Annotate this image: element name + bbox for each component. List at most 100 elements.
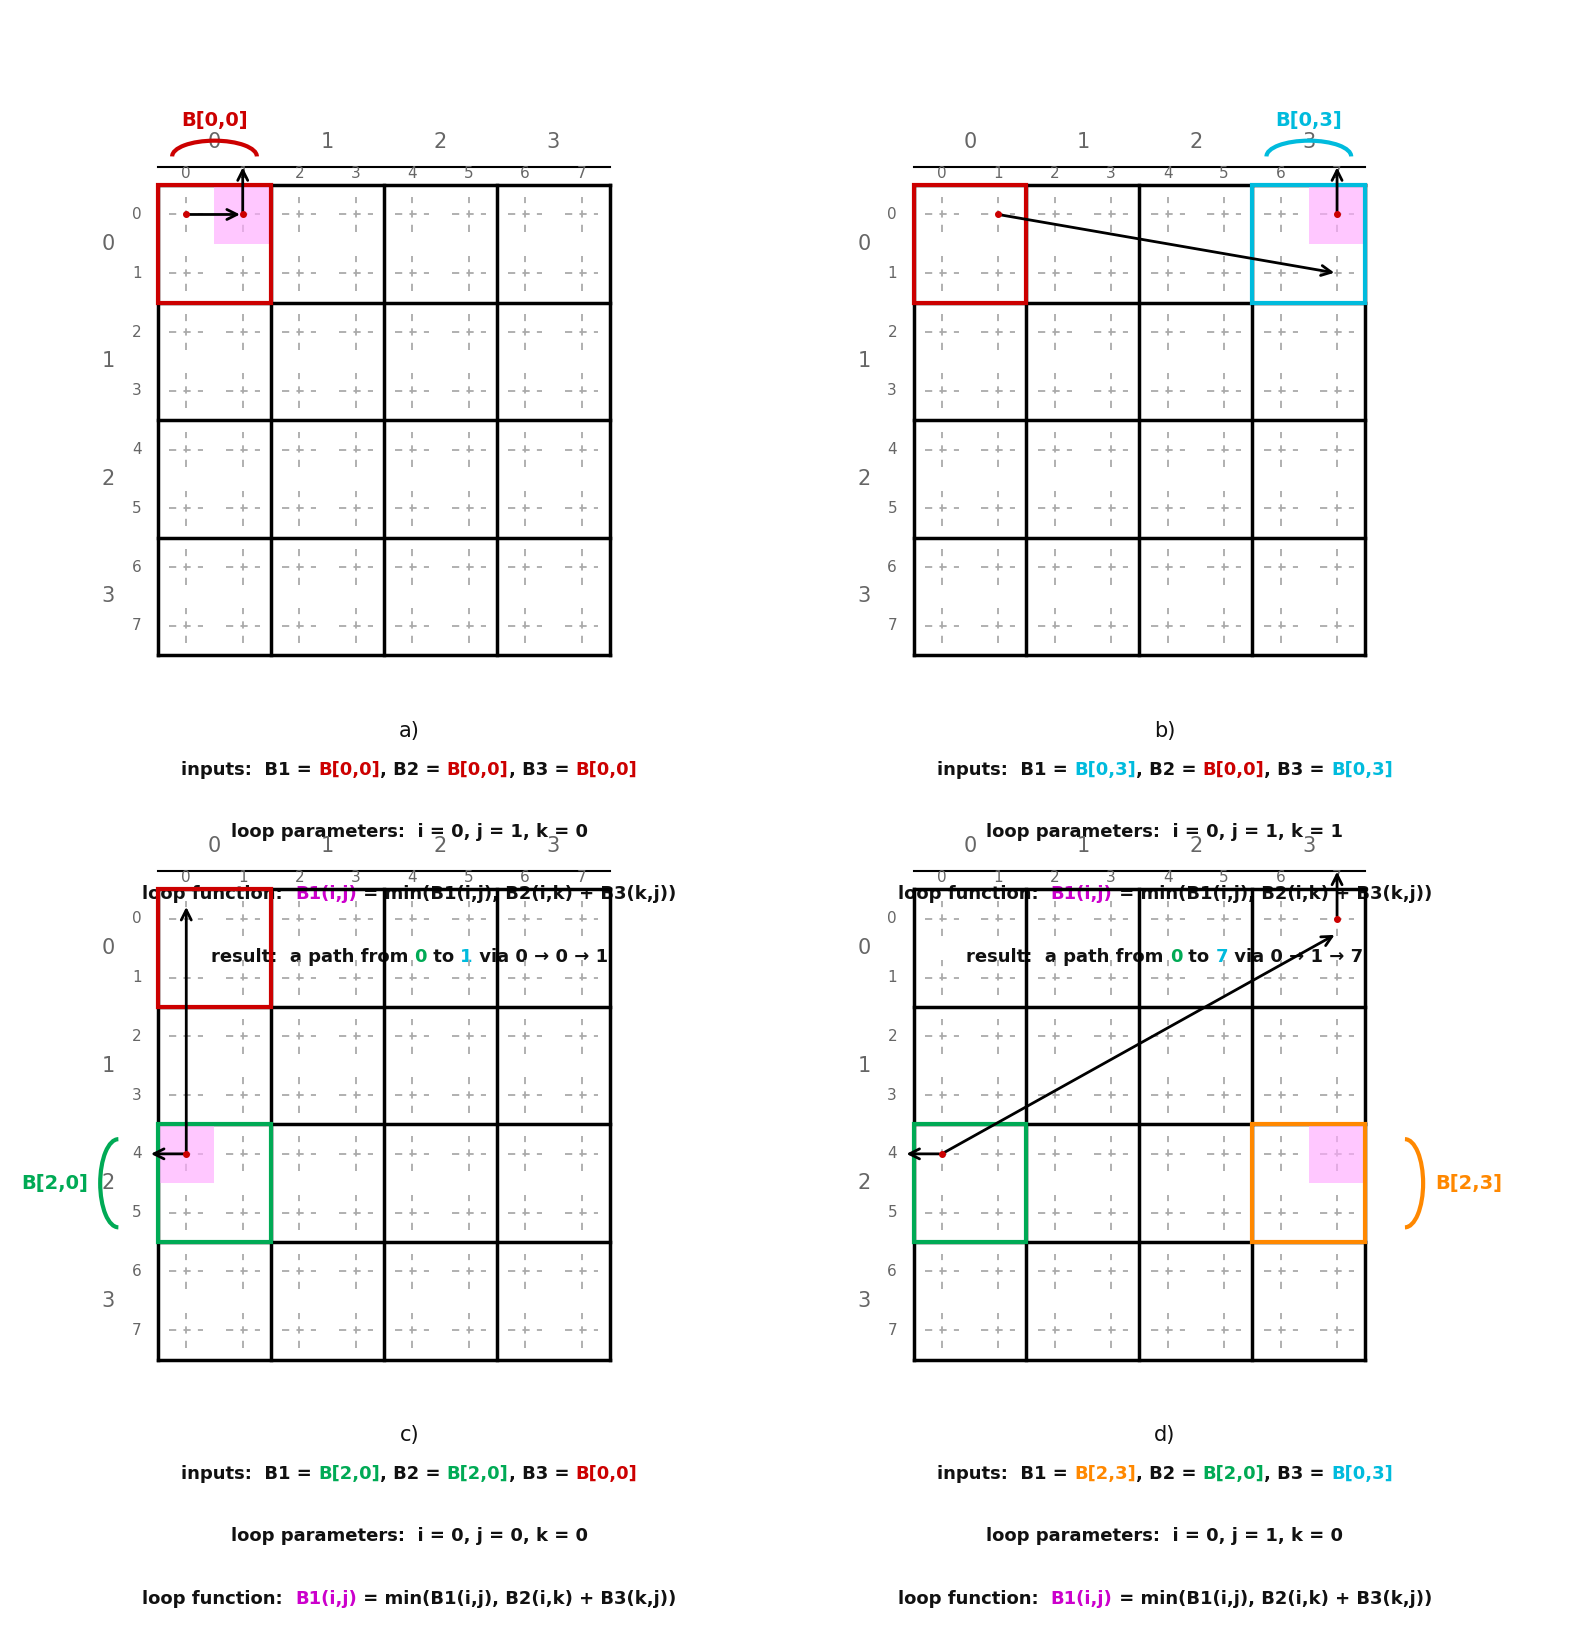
Text: 4: 4 <box>1163 870 1173 885</box>
Text: d): d) <box>1154 1425 1176 1445</box>
Text: 2: 2 <box>1050 870 1059 885</box>
Text: via 0 → 1 → 7: via 0 → 1 → 7 <box>1228 948 1363 965</box>
Text: loop parameters:  i = 0, j = 0, k = 0: loop parameters: i = 0, j = 0, k = 0 <box>231 1528 587 1545</box>
Text: 3: 3 <box>1302 837 1316 857</box>
Text: 4: 4 <box>1163 165 1173 180</box>
Text: 3: 3 <box>351 165 360 180</box>
Text: 2: 2 <box>1190 133 1203 152</box>
Text: b): b) <box>1154 721 1176 740</box>
Text: loop function:: loop function: <box>142 1590 296 1607</box>
Bar <box>1310 1124 1365 1183</box>
Text: B[0,0]: B[0,0] <box>1203 762 1264 778</box>
Text: 2: 2 <box>1050 165 1059 180</box>
Text: B[0,3]: B[0,3] <box>1332 762 1393 778</box>
Text: B[0,3]: B[0,3] <box>1332 1466 1393 1482</box>
Text: 1: 1 <box>132 265 142 280</box>
Text: B[2,0]: B[2,0] <box>20 1174 88 1192</box>
Text: 7: 7 <box>132 1322 142 1338</box>
Text: 5: 5 <box>888 501 897 516</box>
Text: B[0,0]: B[0,0] <box>447 762 508 778</box>
Text: 1: 1 <box>888 265 897 280</box>
Text: , B2 =: , B2 = <box>1135 1466 1203 1482</box>
Text: 0: 0 <box>414 948 427 965</box>
Text: 0: 0 <box>132 206 142 223</box>
Text: 4: 4 <box>888 442 897 457</box>
Text: 7: 7 <box>132 618 142 634</box>
Text: 2: 2 <box>858 468 870 488</box>
Text: 6: 6 <box>132 1265 142 1279</box>
Text: 1: 1 <box>858 1057 870 1076</box>
Text: 1: 1 <box>132 970 142 984</box>
Text: 5: 5 <box>132 501 142 516</box>
Text: 5: 5 <box>888 1206 897 1220</box>
Text: result:  a path from: result: a path from <box>966 948 1169 965</box>
Text: B[0,0]: B[0,0] <box>576 1466 637 1482</box>
Text: inputs:  B1 =: inputs: B1 = <box>937 762 1073 778</box>
Text: 3: 3 <box>102 1291 115 1310</box>
Text: 2: 2 <box>132 1029 142 1043</box>
Text: 1: 1 <box>321 837 334 857</box>
Text: B1(i,j): B1(i,j) <box>296 1590 357 1607</box>
Text: 7: 7 <box>576 165 587 180</box>
Text: 0: 0 <box>937 870 946 885</box>
Text: 2: 2 <box>1190 837 1203 857</box>
Text: loop parameters:  i = 0, j = 1, k = 0: loop parameters: i = 0, j = 1, k = 0 <box>987 1528 1343 1545</box>
Text: 3: 3 <box>132 383 142 398</box>
Text: 2: 2 <box>858 1173 870 1192</box>
Text: 0: 0 <box>132 911 142 927</box>
Text: B1(i,j): B1(i,j) <box>296 886 357 903</box>
Text: 0: 0 <box>888 206 897 223</box>
Text: 6: 6 <box>519 870 530 885</box>
Text: , B3 =: , B3 = <box>508 1466 576 1482</box>
Text: loop parameters:  i = 0, j = 1, k = 1: loop parameters: i = 0, j = 1, k = 1 <box>987 824 1343 840</box>
Text: 0: 0 <box>858 939 870 958</box>
Text: 4: 4 <box>888 1147 897 1161</box>
Text: 2: 2 <box>434 837 447 857</box>
Text: loop parameters:  i = 0, j = 1, k = 0: loop parameters: i = 0, j = 1, k = 0 <box>231 824 587 840</box>
Text: 1: 1 <box>858 352 870 372</box>
Text: = min(B1(i,j), B2(i,k) + B3(k,j)): = min(B1(i,j), B2(i,k) + B3(k,j)) <box>1113 1590 1432 1607</box>
Text: 3: 3 <box>858 586 870 606</box>
Text: 2: 2 <box>294 870 304 885</box>
Text: 1: 1 <box>238 870 247 885</box>
Text: loop function:: loop function: <box>897 1590 1051 1607</box>
Text: = min(B1(i,j), B2(i,k) + B3(k,j)): = min(B1(i,j), B2(i,k) + B3(k,j)) <box>1113 886 1432 903</box>
Text: 7: 7 <box>1332 870 1343 885</box>
Text: 3: 3 <box>546 837 560 857</box>
Text: 1: 1 <box>993 165 1003 180</box>
Text: 0: 0 <box>208 133 220 152</box>
Text: B[0,0]: B[0,0] <box>181 111 247 129</box>
Text: 0: 0 <box>963 837 976 857</box>
Text: B[2,0]: B[2,0] <box>447 1466 508 1482</box>
Text: to: to <box>1182 948 1215 965</box>
Text: 4: 4 <box>132 1147 142 1161</box>
Bar <box>214 185 271 244</box>
Text: 3: 3 <box>888 1088 897 1102</box>
Text: B[2,3]: B[2,3] <box>1435 1174 1502 1192</box>
Text: 3: 3 <box>546 133 560 152</box>
Text: B[0,0]: B[0,0] <box>318 762 379 778</box>
Text: inputs:  B1 =: inputs: B1 = <box>937 1466 1073 1482</box>
Text: B[2,3]: B[2,3] <box>1073 1466 1135 1482</box>
Text: , B3 =: , B3 = <box>1264 762 1332 778</box>
Text: B[2,0]: B[2,0] <box>318 1466 379 1482</box>
Text: 7: 7 <box>1332 165 1343 180</box>
Text: 2: 2 <box>102 468 115 488</box>
Text: 6: 6 <box>1275 165 1286 180</box>
Text: 0: 0 <box>102 939 115 958</box>
Text: 7: 7 <box>888 618 897 634</box>
Text: 1: 1 <box>993 870 1003 885</box>
Text: 5: 5 <box>132 1206 142 1220</box>
Text: 3: 3 <box>1107 870 1116 885</box>
Text: 2: 2 <box>102 1173 115 1192</box>
Text: 0: 0 <box>102 234 115 254</box>
Text: B1(i,j): B1(i,j) <box>1051 886 1113 903</box>
Text: 2: 2 <box>888 1029 897 1043</box>
Text: 1: 1 <box>460 948 472 965</box>
Text: 3: 3 <box>888 383 897 398</box>
Text: c): c) <box>400 1425 419 1445</box>
Text: = min(B1(i,j), B2(i,k) + B3(k,j)): = min(B1(i,j), B2(i,k) + B3(k,j)) <box>357 1590 677 1607</box>
Text: 1: 1 <box>1077 133 1089 152</box>
Text: a): a) <box>398 721 420 740</box>
Text: B1(i,j): B1(i,j) <box>1051 1590 1113 1607</box>
